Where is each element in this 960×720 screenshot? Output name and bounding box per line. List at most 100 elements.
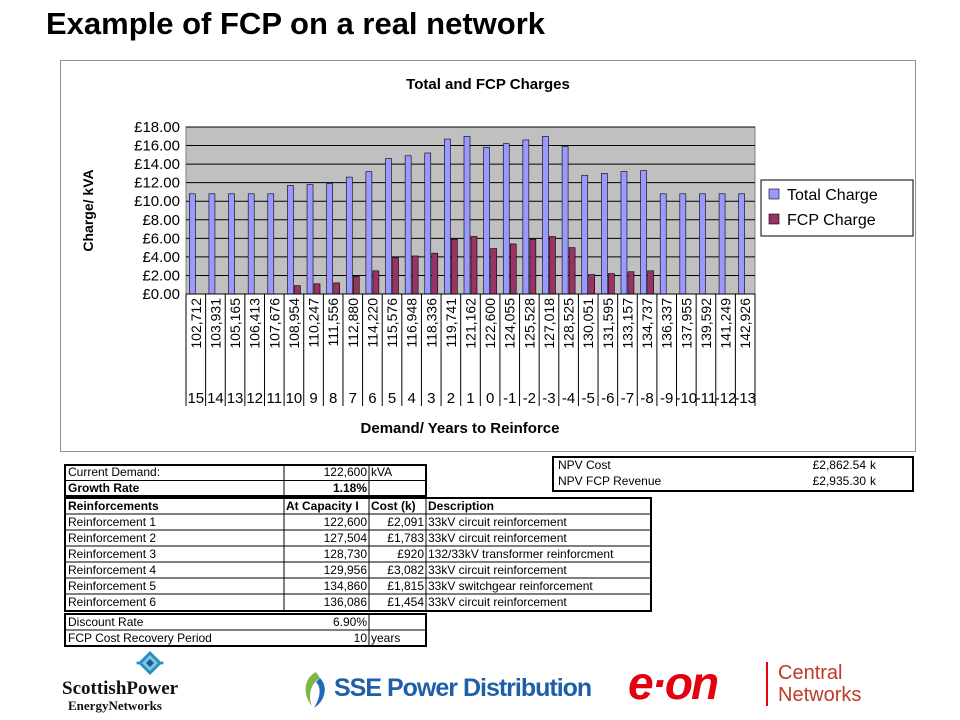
fcp-charge-bar	[333, 282, 340, 295]
total-charge-bar	[385, 158, 392, 295]
years-label: 2	[447, 390, 455, 407]
reinforcement-cost: £920	[397, 547, 424, 561]
header-reinforcements: Reinforcements	[68, 499, 159, 513]
total-charge-bar	[699, 193, 706, 295]
total-charge-bar	[365, 171, 373, 295]
reinforcement-description: 33kV circuit reinforcement	[428, 531, 567, 545]
total-charge-bar	[463, 135, 471, 295]
x-tick-label: 110,247	[306, 298, 322, 348]
total-charge-bar	[601, 173, 608, 295]
total-charge-bar	[679, 193, 687, 295]
total-charge-bar	[189, 193, 196, 295]
x-tick-label: 134,737	[639, 298, 655, 349]
total-charge-bar	[208, 193, 216, 295]
x-tick-label: 118,336	[423, 298, 439, 348]
total-charge-bar	[718, 193, 726, 295]
y-tick-label: £12.00	[134, 175, 180, 192]
fcp-charge-bar	[352, 276, 360, 295]
x-tick-label: 111,556	[325, 298, 341, 347]
x-tick-label: 114,220	[364, 298, 380, 348]
fcp-charge-bar	[529, 238, 537, 295]
fcp-charge-bar	[627, 271, 635, 295]
x-tick-label: 106,413	[247, 298, 263, 349]
table-grid	[64, 464, 652, 647]
x-axis-label: Demand/ Years to Reinforce	[361, 420, 560, 437]
eon-central: Central	[778, 662, 843, 684]
reinforcement-name: Reinforcement 1	[68, 515, 157, 529]
eon-networks: Networks	[778, 684, 862, 706]
legend-label: FCP Charge	[787, 212, 876, 229]
recovery-period-unit: years	[371, 631, 401, 645]
years-label: 1	[466, 390, 474, 407]
x-tick-label: 133,157	[619, 298, 635, 349]
legend-swatch	[768, 213, 780, 225]
sse-name: SSE Power Distribution	[334, 674, 592, 702]
recovery-period-value: 10	[353, 631, 367, 645]
total-charge-bar	[267, 193, 275, 295]
years-label: 10	[286, 390, 303, 407]
x-tick-label: 121,162	[463, 298, 479, 349]
x-tick-label: 139,592	[698, 298, 714, 349]
reinforcement-cost: £1,454	[387, 595, 424, 609]
current-demand-label: Current Demand:	[68, 465, 161, 479]
x-tick-label: 124,055	[502, 298, 518, 349]
years-label: 15	[187, 390, 204, 407]
header-cost: Cost (k)	[371, 499, 416, 513]
bar-chart: Total and FCP Charges £0.00 £2.00£4.00 £6.0…	[80, 76, 914, 437]
reinforcement-cost: £1,815	[387, 579, 424, 593]
x-tick-label: 125,528	[521, 298, 537, 349]
chart-area: Total and FCP Charges £0.00 £2.00 £4.00 £6.0…	[60, 60, 916, 452]
legend-label: Total Charge	[787, 187, 878, 204]
fcp-charge-bar	[372, 270, 380, 295]
y-tick-label: £18.00	[134, 119, 180, 136]
total-charge-bar	[640, 170, 647, 295]
fcp-charge-bar	[647, 270, 654, 295]
y-tick-label: £16.00	[134, 138, 180, 155]
years-label: -4	[562, 390, 575, 407]
fcp-charge-bar	[509, 243, 517, 295]
x-tick-label: 105,165	[227, 298, 243, 349]
reinforcement-name: Reinforcement 2	[68, 531, 157, 545]
years-label: 12	[246, 390, 263, 407]
years-label: 13	[227, 390, 244, 407]
total-charge-bar	[228, 193, 235, 295]
years-label: 14	[207, 390, 224, 407]
total-charge-bar	[326, 183, 333, 295]
discount-rate-label: Discount Rate	[68, 615, 144, 629]
x-tick-label: 127,018	[541, 298, 557, 349]
y-tick-label: £0.00	[142, 286, 180, 303]
years-label: -12	[715, 390, 737, 407]
total-charge-bar	[306, 184, 314, 295]
current-demand-unit: kVA	[371, 465, 393, 479]
fcp-charge-bar	[313, 283, 321, 295]
fcp-charge-bar	[294, 285, 301, 295]
scottish-power-subname: EnergyNetworks	[68, 698, 162, 713]
header-description: Description	[428, 499, 495, 513]
years-label: 7	[349, 390, 357, 407]
x-tick-label: 130,051	[580, 298, 596, 349]
y-tick-label: £14.00	[134, 156, 180, 173]
total-charge-bar	[542, 135, 549, 295]
total-charge-bar	[659, 193, 667, 295]
npv-cost-unit: k	[870, 458, 876, 472]
reinforcement-name: Reinforcement 3	[68, 547, 157, 561]
reinforcement-cost: £3,082	[387, 563, 424, 577]
x-tick-label: 112,880	[345, 298, 361, 348]
sse-logo: SSE Power Distribution	[298, 668, 592, 712]
x-tick-label: 108,954	[286, 298, 302, 349]
x-tick-label: 128,525	[561, 298, 577, 349]
x-tick-label: 142,926	[737, 298, 753, 349]
current-demand-value: 122,600	[323, 465, 367, 479]
legend-box	[760, 179, 914, 237]
years-label: 11	[267, 390, 283, 407]
years-label: 8	[329, 390, 337, 407]
years-label: 4	[407, 390, 415, 407]
fcp-charge-bar	[608, 273, 615, 295]
eon-divider	[766, 662, 768, 706]
total-charge-bar	[287, 185, 294, 295]
y-tick-label: £4.00	[142, 249, 180, 266]
years-label: -6	[601, 390, 614, 407]
page-title: Example of FCP on a real network	[46, 6, 546, 41]
fcp-charge-bar	[549, 236, 556, 295]
x-tick-label: 136,337	[659, 298, 675, 349]
